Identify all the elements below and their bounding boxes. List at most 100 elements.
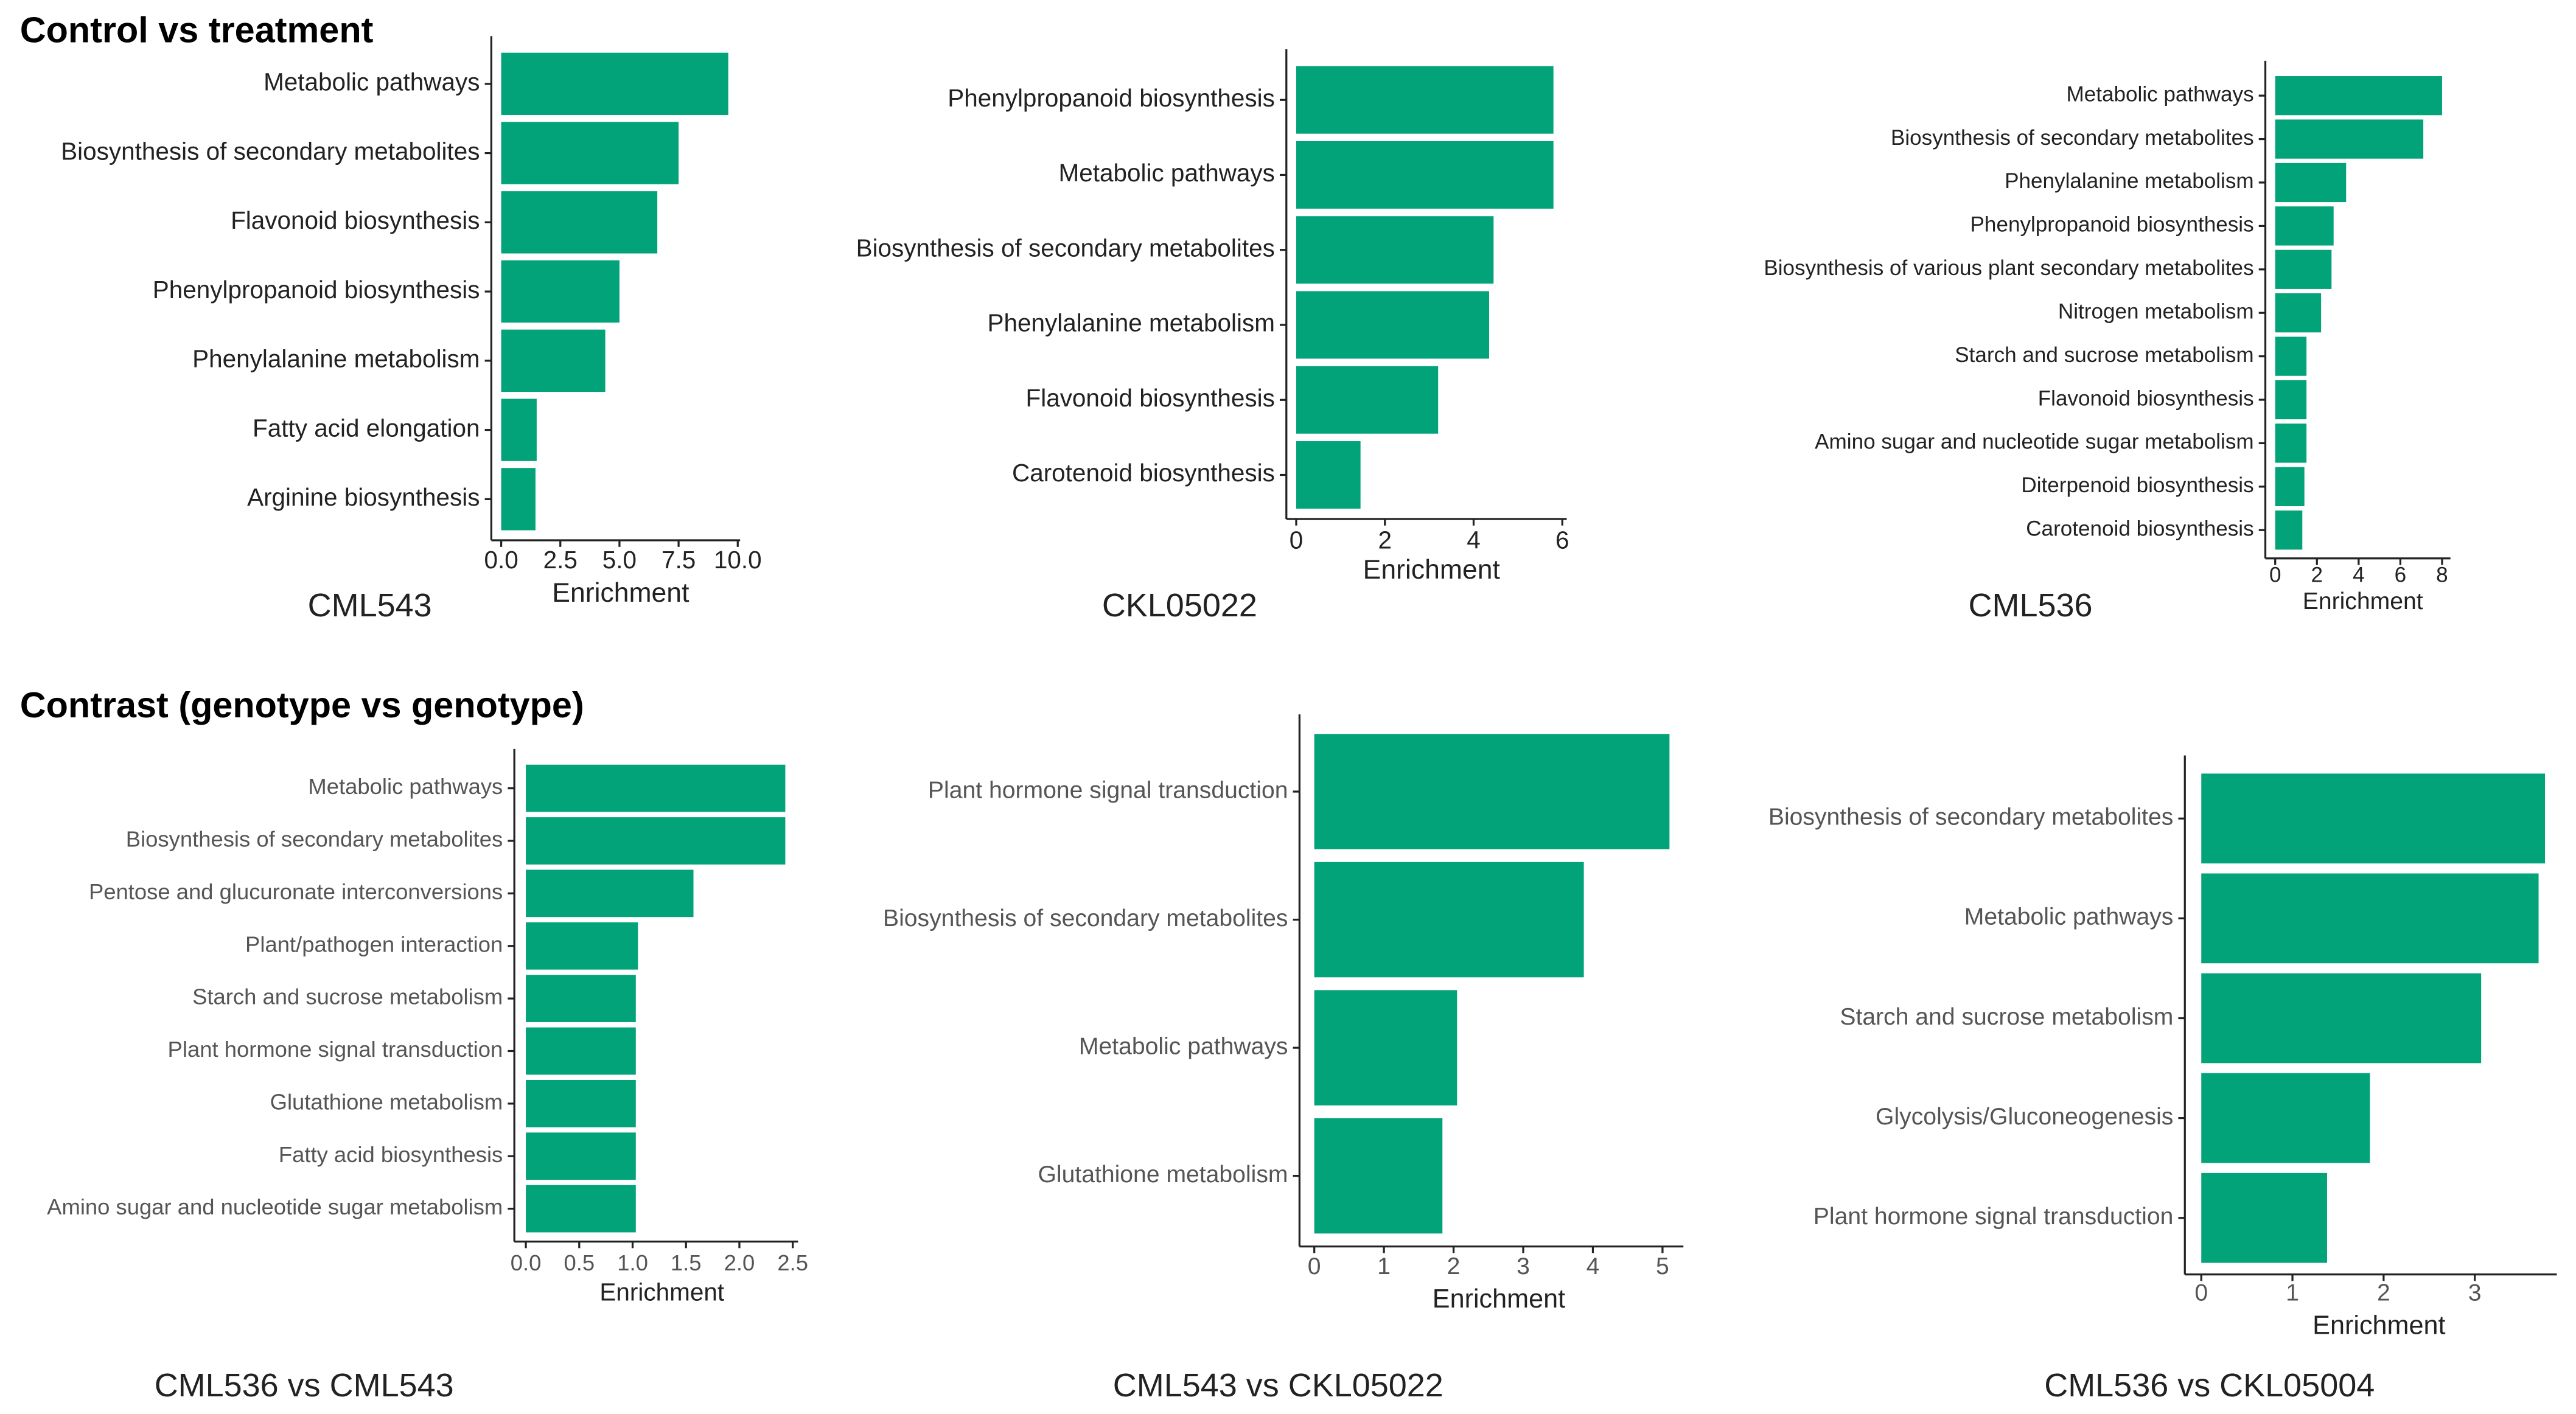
chart-title: CML536 vs CML543 bbox=[155, 1367, 454, 1404]
x-tick-label: 2 bbox=[1447, 1253, 1461, 1280]
x-tick-label: 5 bbox=[1656, 1253, 1669, 1280]
x-axis-label: Enrichment bbox=[2312, 1311, 2445, 1340]
x-tick-label: 2 bbox=[2377, 1280, 2390, 1306]
bar bbox=[1296, 141, 1554, 209]
bar bbox=[526, 817, 786, 865]
y-tick-label: Plant hormone signal transduction bbox=[168, 1037, 503, 1062]
y-tick-label: Phenylalanine metabolism bbox=[988, 309, 1275, 337]
x-tick-label: 4 bbox=[2353, 563, 2365, 587]
y-tick-label: Glutathione metabolism bbox=[270, 1089, 503, 1114]
x-tick-label: 7.5 bbox=[661, 546, 696, 574]
x-axis-label: Enrichment bbox=[1363, 555, 1501, 585]
bar bbox=[501, 122, 679, 184]
bar bbox=[1296, 441, 1361, 509]
x-tick-label: 4 bbox=[1586, 1253, 1600, 1280]
x-tick-label: 4 bbox=[1467, 526, 1481, 554]
bar bbox=[1296, 66, 1554, 134]
bar bbox=[2275, 336, 2307, 376]
bar bbox=[2201, 873, 2539, 964]
bar bbox=[501, 468, 536, 531]
bar bbox=[526, 1079, 636, 1127]
bar bbox=[526, 1185, 636, 1233]
bar bbox=[1296, 216, 1494, 284]
y-tick-label: Biosynthesis of various plant secondary … bbox=[1764, 256, 2253, 280]
y-tick-label: Phenylalanine metabolism bbox=[192, 345, 480, 373]
x-tick-label: 0 bbox=[2269, 563, 2281, 587]
bar bbox=[1314, 990, 1457, 1106]
y-tick-label: Biosynthesis of secondary metabolites bbox=[1891, 126, 2254, 150]
y-tick-label: Fatty acid biosynthesis bbox=[279, 1142, 503, 1167]
bar bbox=[2275, 510, 2303, 550]
x-tick-label: 8 bbox=[2436, 563, 2448, 587]
section-heading: Control vs treatment bbox=[20, 10, 374, 50]
x-tick-label: 2.5 bbox=[543, 546, 578, 574]
x-tick-label: 0.0 bbox=[484, 546, 518, 574]
bar bbox=[2275, 119, 2424, 159]
x-tick-label: 1 bbox=[1377, 1253, 1391, 1280]
y-tick-label: Metabolic pathways bbox=[308, 774, 503, 799]
bar bbox=[501, 329, 606, 392]
y-tick-label: Biosynthesis of secondary metabolites bbox=[1768, 804, 2173, 831]
x-axis-label: Enrichment bbox=[599, 1278, 724, 1306]
y-tick-label: Carotenoid biosynthesis bbox=[2026, 517, 2253, 540]
x-tick-label: 2 bbox=[2311, 563, 2323, 587]
y-tick-label: Phenylpropanoid biosynthesis bbox=[948, 84, 1275, 112]
y-tick-label: Metabolic pathways bbox=[1079, 1033, 1288, 1059]
x-tick-label: 0 bbox=[2194, 1280, 2208, 1306]
bar bbox=[501, 52, 728, 116]
bar bbox=[2275, 206, 2334, 246]
x-tick-label: 0.5 bbox=[564, 1250, 595, 1275]
bar bbox=[1314, 862, 1584, 978]
bar bbox=[2275, 249, 2332, 289]
x-tick-label: 3 bbox=[2468, 1280, 2482, 1306]
y-tick-label: Fatty acid elongation bbox=[253, 414, 480, 442]
bar bbox=[2275, 76, 2442, 116]
y-tick-label: Plant/pathogen interaction bbox=[245, 932, 503, 956]
x-tick-label: 0.0 bbox=[511, 1250, 542, 1275]
y-tick-label: Glycolysis/Gluconeogenesis bbox=[1876, 1104, 2173, 1130]
bar bbox=[526, 1132, 636, 1180]
chart-title: CML543 vs CKL05022 bbox=[1113, 1367, 1443, 1404]
y-tick-label: Plant hormone signal transduction bbox=[928, 777, 1288, 803]
y-tick-label: Biosynthesis of secondary metabolites bbox=[856, 234, 1275, 262]
x-tick-label: 0 bbox=[1290, 526, 1304, 554]
y-tick-label: Amino sugar and nucleotide sugar metabol… bbox=[47, 1194, 503, 1219]
bar bbox=[2275, 467, 2305, 506]
y-tick-label: Metabolic pathways bbox=[264, 68, 480, 96]
bar bbox=[526, 764, 786, 812]
x-tick-label: 1 bbox=[2286, 1280, 2299, 1306]
chart-title: CML543 bbox=[308, 587, 432, 624]
y-tick-label: Biosynthesis of secondary metabolites bbox=[126, 827, 503, 852]
y-tick-label: Flavonoid biosynthesis bbox=[1025, 384, 1274, 412]
y-tick-label: Starch and sucrose metabolism bbox=[192, 984, 503, 1009]
bar bbox=[2201, 1073, 2370, 1163]
y-tick-label: Phenylpropanoid biosynthesis bbox=[153, 276, 480, 304]
bar bbox=[2201, 973, 2482, 1064]
y-tick-label: Carotenoid biosynthesis bbox=[1012, 459, 1275, 487]
y-tick-label: Pentose and glucuronate interconversions bbox=[89, 879, 503, 904]
chart-title: CKL05022 bbox=[1102, 587, 1257, 624]
bar bbox=[526, 922, 638, 970]
x-tick-label: 1.0 bbox=[617, 1250, 648, 1275]
y-tick-label: Metabolic pathways bbox=[2067, 82, 2254, 106]
y-tick-label: Phenylpropanoid biosynthesis bbox=[1970, 213, 2254, 237]
x-tick-label: 5.0 bbox=[602, 546, 637, 574]
x-tick-label: 2.0 bbox=[724, 1250, 755, 1275]
y-tick-label: Nitrogen metabolism bbox=[2058, 299, 2254, 323]
x-tick-label: 0 bbox=[1308, 1253, 1321, 1280]
bar bbox=[2275, 423, 2307, 463]
y-tick-label: Starch and sucrose metabolism bbox=[1955, 343, 2253, 367]
bar bbox=[2201, 773, 2546, 864]
y-tick-label: Amino sugar and nucleotide sugar metabol… bbox=[1815, 430, 2253, 454]
x-axis-label: Enrichment bbox=[1433, 1284, 1565, 1314]
bar bbox=[526, 1027, 636, 1075]
x-tick-label: 6 bbox=[1555, 526, 1569, 554]
section-heading: Contrast (genotype vs genotype) bbox=[20, 684, 584, 725]
y-tick-label: Plant hormone signal transduction bbox=[1813, 1203, 2174, 1230]
y-tick-label: Arginine biosynthesis bbox=[247, 483, 480, 511]
bar bbox=[2275, 162, 2347, 203]
x-tick-label: 6 bbox=[2395, 563, 2407, 587]
bar bbox=[526, 975, 636, 1022]
